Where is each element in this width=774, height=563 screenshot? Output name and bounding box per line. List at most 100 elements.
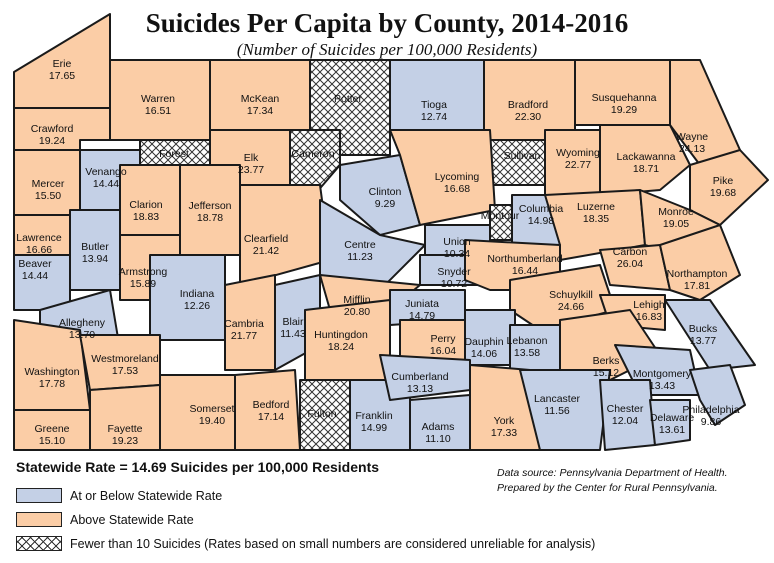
county-bucks (664, 299, 756, 371)
county-rate-beaver: 14.44 (22, 270, 48, 282)
county-name-indiana: Indiana (180, 288, 215, 300)
county-label-greene: Greene 15.10 (34, 423, 69, 447)
county-rate-luzerne: 18.35 (583, 213, 609, 225)
county-label-montour: Montour (481, 210, 520, 222)
county-label-venango: Venango 14.44 (85, 166, 127, 190)
county-name-sullivan: Sullivan (504, 150, 541, 162)
county-name-lehigh: Lehigh (633, 299, 665, 311)
county-rate-mercer: 15.50 (35, 190, 61, 202)
county-rate-armstrong: 15.89 (130, 278, 156, 290)
county-rate-mifflin: 20.80 (344, 306, 370, 318)
county-label-clearfield: Clearfield 21.42 (244, 233, 289, 257)
county-rate-berks: 15.12 (593, 367, 619, 379)
county-rate-cumberland: 13.13 (407, 383, 433, 395)
county-name-beaver: Beaver (18, 258, 52, 270)
county-label-lycoming: Lycoming 16.68 (435, 171, 480, 195)
county-label-potter: Potter (334, 93, 363, 105)
county-label-juniata: Juniata 14.79 (405, 298, 439, 322)
county-rate-carbon: 26.04 (617, 258, 643, 270)
county-rate-blair: 11.43 (280, 328, 306, 340)
legend-label-above: Above Statewide Rate (70, 512, 194, 527)
county-label-york: York 17.33 (491, 415, 517, 439)
county-rate-huntingdon: 18.24 (328, 341, 354, 353)
county-name-warren: Warren (141, 93, 175, 105)
county-delaware (649, 399, 691, 446)
county-label-northampton: Northampton 17.81 (667, 268, 728, 292)
county-rate-warren: 16.51 (145, 105, 171, 117)
county-name-montgomery: Montgomery (633, 368, 692, 380)
county-label-carbon: Carbon 26.04 (613, 246, 648, 270)
county-rate-westmoreland: 17.53 (112, 365, 138, 377)
county-label-wyoming: Wyoming 22.77 (556, 147, 600, 171)
county-rate-montgomery: 13.43 (649, 380, 675, 392)
county-philadelphia (689, 364, 746, 426)
county-label-bedford: Bedford 17.14 (253, 399, 290, 423)
county-label-blair: Blair 11.43 (280, 316, 306, 340)
county-rate-columbia: 14.98 (528, 215, 554, 227)
county-name-susquehanna: Susquehanna (592, 92, 657, 104)
county-rate-jefferson: 18.78 (197, 212, 223, 224)
county-name-cumberland: Cumberland (391, 371, 448, 383)
county-name-butler: Butler (81, 241, 109, 253)
county-rate-lawrence: 16.66 (26, 244, 52, 256)
county-rate-centre: 11.23 (347, 251, 373, 263)
legend-item-few: Fewer than 10 Suicides (Rates based on s… (16, 536, 595, 551)
county-name-clearfield: Clearfield (244, 233, 289, 245)
legend-swatch-below (16, 488, 62, 503)
county-label-northumberland: Northumberland 16.44 (487, 253, 562, 277)
county-name-huntingdon: Huntingdon (314, 329, 368, 341)
county-lycoming (389, 129, 496, 226)
county-label-armstrong: Armstrong 15.89 (119, 266, 168, 290)
county-rate-bedford: 17.14 (258, 411, 284, 423)
county-name-somerset: Somerset (190, 403, 235, 415)
county-rate-lebanon: 13.58 (514, 347, 540, 359)
prepared-by-line: Prepared by the Center for Rural Pennsyl… (497, 482, 718, 494)
county-label-adams: Adams 11.10 (422, 421, 455, 445)
legend-label-below: At or Below Statewide Rate (70, 488, 223, 503)
county-name-adams: Adams (422, 421, 455, 433)
county-rate-northumberland: 16.44 (512, 265, 538, 277)
data-source-line: Data source: Pennsylvania Department of … (497, 467, 728, 479)
county-label-bradford: Bradford 22.30 (508, 99, 548, 123)
county-clinton (339, 154, 421, 236)
county-label-somerset: Somerset 19.40 (190, 403, 235, 427)
county-name-forest: Forest (159, 148, 189, 160)
map-title: Suicides Per Capita by County, 2014-2016 (145, 8, 629, 38)
county-label-forest: Forest (159, 148, 189, 160)
county-label-cumberland: Cumberland 13.13 (391, 371, 448, 395)
county-name-monroe: Monroe (658, 206, 694, 218)
county-rate-susquehanna: 19.29 (611, 104, 637, 116)
county-label-franklin: Franklin 14.99 (355, 410, 393, 434)
county-label-lancaster: Lancaster 11.56 (534, 393, 581, 417)
county-label-bucks: Bucks 13.77 (689, 323, 718, 347)
county-name-clinton: Clinton (369, 186, 402, 198)
county-label-snyder: Snyder 10.72 (437, 266, 471, 290)
county-label-monroe: Monroe 19.05 (658, 206, 694, 230)
county-name-cambria: Cambria (224, 318, 264, 330)
county-name-delaware: Delaware (650, 412, 695, 424)
county-name-tioga: Tioga (421, 99, 447, 111)
county-rate-clinton: 9.29 (375, 198, 396, 210)
county-name-bucks: Bucks (689, 323, 718, 335)
county-rate-clarion: 18.83 (133, 211, 159, 223)
county-rate-adams: 11.10 (425, 433, 451, 445)
county-rate-franklin: 14.99 (361, 422, 387, 434)
county-label-union: Union 10.34 (443, 236, 471, 260)
county-label-mckean: McKean 17.34 (241, 93, 280, 117)
county-rate-somerset: 19.40 (199, 415, 225, 427)
county-label-centre: Centre 11.23 (344, 239, 376, 263)
county-lancaster (519, 369, 611, 451)
county-rate-wyoming: 22.77 (565, 159, 591, 171)
county-rate-snyder: 10.72 (441, 278, 467, 290)
county-name-dauphin: Dauphin (464, 336, 503, 348)
legend-item-above: Above Statewide Rate (16, 512, 194, 527)
county-rate-schuylkill: 24.66 (558, 301, 584, 313)
county-rate-delaware: 13.61 (659, 424, 685, 436)
county-label-cambria: Cambria 21.77 (224, 318, 264, 342)
county-label-beaver: Beaver 14.44 (18, 258, 52, 282)
county-rate-york: 17.33 (491, 427, 517, 439)
county-label-perry: Perry 16.04 (430, 333, 456, 357)
county-label-lawrence: Lawrence 16.66 (16, 232, 62, 256)
legend-label-few: Fewer than 10 Suicides (Rates based on s… (70, 536, 596, 551)
